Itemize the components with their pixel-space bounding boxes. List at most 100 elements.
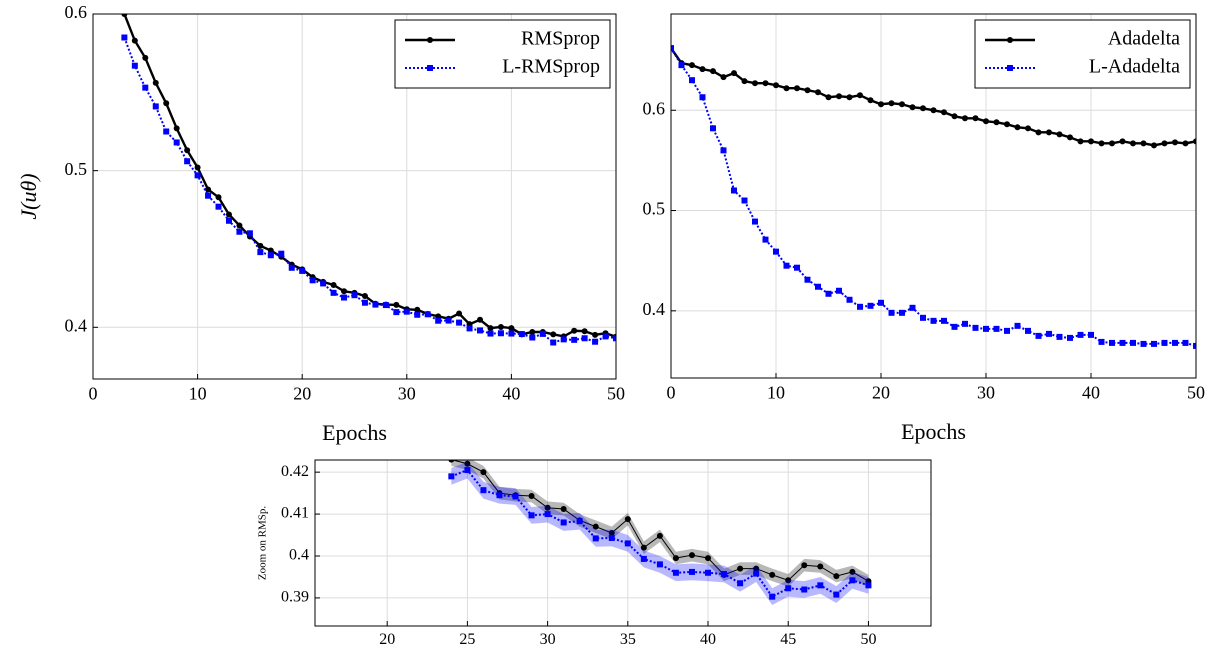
legend-label: Adadelta bbox=[1108, 28, 1180, 50]
plot-series bbox=[121, 14, 616, 346]
y-tick-label: 0.42 bbox=[281, 463, 309, 480]
marker bbox=[741, 197, 748, 204]
marker bbox=[951, 323, 958, 330]
marker bbox=[909, 304, 916, 311]
marker bbox=[205, 186, 212, 193]
x-tick-label: 20 bbox=[379, 631, 395, 648]
marker bbox=[817, 563, 824, 570]
plot-frame bbox=[314, 459, 932, 627]
marker bbox=[341, 294, 348, 301]
marker bbox=[602, 333, 609, 340]
marker bbox=[608, 534, 615, 541]
marker bbox=[529, 329, 536, 336]
marker bbox=[477, 327, 484, 334]
marker bbox=[920, 314, 926, 321]
marker bbox=[846, 296, 853, 303]
x-tick-label: 45 bbox=[780, 631, 796, 648]
marker bbox=[1067, 134, 1073, 141]
legend-marker bbox=[427, 65, 433, 71]
marker bbox=[773, 82, 779, 89]
marker bbox=[257, 242, 264, 249]
marker bbox=[581, 328, 588, 335]
marker bbox=[737, 565, 744, 572]
marker bbox=[464, 467, 471, 474]
marker bbox=[131, 62, 138, 69]
marker bbox=[560, 506, 567, 513]
legend-marker bbox=[427, 37, 433, 43]
marker bbox=[672, 569, 679, 576]
marker bbox=[1172, 339, 1178, 346]
x-tick-label: 25 bbox=[459, 631, 475, 648]
marker bbox=[769, 571, 776, 578]
legend-label: RMSprop bbox=[521, 28, 600, 50]
marker bbox=[671, 45, 674, 52]
marker bbox=[184, 147, 191, 154]
marker bbox=[1067, 334, 1073, 341]
marker bbox=[1130, 339, 1136, 346]
marker bbox=[1014, 124, 1021, 131]
marker bbox=[1046, 129, 1052, 136]
marker bbox=[909, 104, 916, 111]
x-tick-label: 10 bbox=[189, 383, 207, 403]
marker bbox=[1035, 332, 1042, 339]
marker bbox=[550, 339, 557, 346]
marker bbox=[351, 292, 358, 299]
x-tick-label: 50 bbox=[860, 631, 876, 648]
marker bbox=[1004, 121, 1010, 128]
marker bbox=[393, 301, 400, 308]
x-tick-label: 50 bbox=[607, 383, 625, 403]
error-band bbox=[451, 460, 869, 588]
x-tick-label: 40 bbox=[502, 383, 520, 403]
marker bbox=[330, 289, 337, 296]
marker bbox=[878, 299, 884, 306]
marker bbox=[656, 532, 663, 539]
marker bbox=[762, 236, 769, 243]
marker bbox=[1172, 139, 1178, 146]
x-tick-label: 50 bbox=[1187, 382, 1205, 402]
marker bbox=[678, 62, 685, 69]
marker bbox=[320, 280, 327, 287]
x-tick-label: 0 bbox=[89, 383, 98, 403]
marker bbox=[1109, 339, 1115, 346]
marker bbox=[414, 306, 421, 313]
y-tick-label: 0.6 bbox=[65, 2, 88, 22]
y-tick-label: 0.5 bbox=[65, 159, 88, 179]
marker bbox=[972, 324, 979, 331]
marker bbox=[699, 94, 706, 101]
marker bbox=[581, 335, 588, 342]
marker bbox=[1077, 138, 1084, 145]
plot-frame bbox=[670, 13, 1197, 379]
marker bbox=[640, 555, 647, 562]
marker bbox=[962, 115, 968, 122]
marker bbox=[205, 192, 212, 199]
marker bbox=[464, 460, 471, 467]
marker bbox=[930, 107, 937, 114]
marker bbox=[173, 125, 180, 132]
x-tick-label: 30 bbox=[398, 383, 416, 403]
marker bbox=[1098, 140, 1105, 147]
marker bbox=[1161, 140, 1168, 147]
marker bbox=[215, 203, 222, 210]
marker bbox=[1193, 138, 1196, 145]
marker bbox=[393, 309, 400, 316]
marker bbox=[794, 85, 800, 92]
marker bbox=[785, 577, 792, 584]
marker bbox=[487, 325, 494, 332]
marker bbox=[737, 580, 744, 587]
marker bbox=[857, 303, 863, 310]
marker bbox=[983, 118, 989, 125]
marker bbox=[752, 80, 758, 87]
marker bbox=[1035, 129, 1042, 136]
plot-series bbox=[448, 460, 872, 606]
marker bbox=[815, 283, 821, 290]
marker bbox=[867, 97, 874, 104]
marker bbox=[741, 78, 748, 85]
marker bbox=[299, 267, 306, 274]
legend-label: L-Adadelta bbox=[1089, 56, 1180, 78]
marker bbox=[550, 331, 557, 338]
marker bbox=[372, 301, 379, 308]
marker bbox=[225, 217, 232, 224]
marker bbox=[613, 335, 616, 342]
marker bbox=[497, 330, 504, 337]
marker bbox=[1182, 339, 1189, 346]
